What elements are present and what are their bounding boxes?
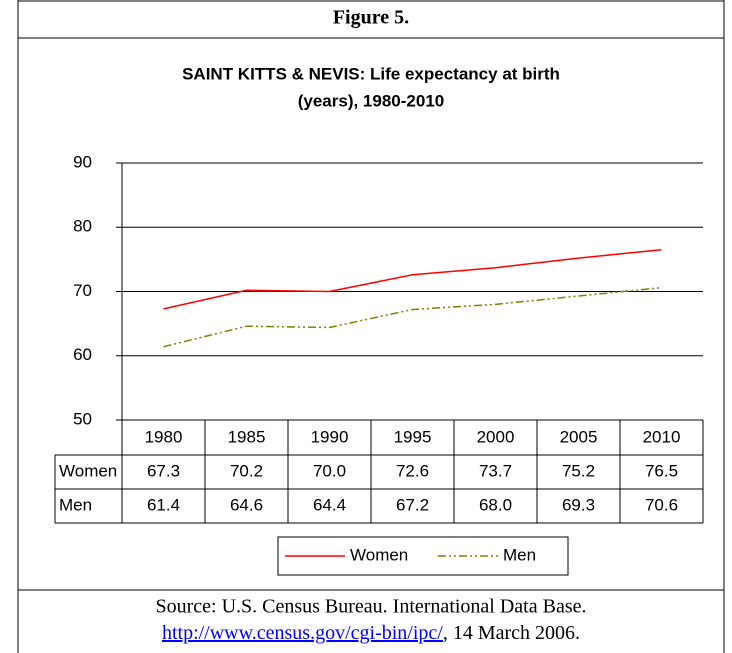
table-cell: 72.6: [396, 461, 429, 480]
table-cell: 73.7: [479, 461, 512, 480]
y-tick-label: 60: [73, 345, 92, 364]
x-tick-label: 1990: [311, 427, 349, 446]
x-tick-label: 1980: [145, 427, 183, 446]
figure-label: Figure 5.: [333, 7, 409, 29]
table-cell: 64.4: [313, 495, 346, 514]
source-date: , 14 March 2006.: [443, 622, 580, 644]
y-tick-label: 80: [73, 217, 92, 236]
table-cell: 75.2: [562, 461, 595, 480]
source-line: http://www.census.gov/cgi-bin/ipc/, 14 M…: [162, 622, 580, 644]
legend-label: Women: [350, 545, 408, 564]
legend-box: [277, 536, 569, 576]
series-line: [163, 286, 662, 348]
chart-title: SAINT KITTS & NEVIS: Life expectancy at …: [182, 64, 560, 83]
table-cell: 70.6: [645, 495, 678, 514]
table-cell: 67.3: [147, 461, 180, 480]
chart-title: (years), 1980-2010: [298, 91, 445, 110]
x-tick-label: 2000: [477, 427, 515, 446]
row-header: Men: [59, 495, 92, 514]
table-cell: 64.6: [230, 495, 263, 514]
series-line: [163, 248, 662, 310]
table-cell: 68.0: [479, 495, 512, 514]
x-tick-label: 2010: [643, 427, 681, 446]
table-cell: 61.4: [147, 495, 180, 514]
row-header: Women: [59, 461, 117, 480]
y-tick-label: 90: [73, 152, 92, 171]
y-tick-label: 50: [73, 409, 92, 428]
source-link[interactable]: http://www.census.gov/cgi-bin/ipc/: [162, 622, 443, 644]
table-cell: 70.0: [313, 461, 346, 480]
table-cell: 69.3: [562, 495, 595, 514]
table-cell: 67.2: [396, 495, 429, 514]
x-tick-label: 2005: [560, 427, 598, 446]
x-tick-label: 1995: [394, 427, 432, 446]
source: Source: U.S. Census Bureau. Internationa…: [155, 596, 586, 618]
legend-label: Men: [503, 545, 536, 564]
table-cell: 76.5: [645, 461, 678, 480]
table-cell: 70.2: [230, 461, 263, 480]
x-tick-label: 1985: [228, 427, 266, 446]
y-tick-label: 70: [73, 281, 92, 300]
